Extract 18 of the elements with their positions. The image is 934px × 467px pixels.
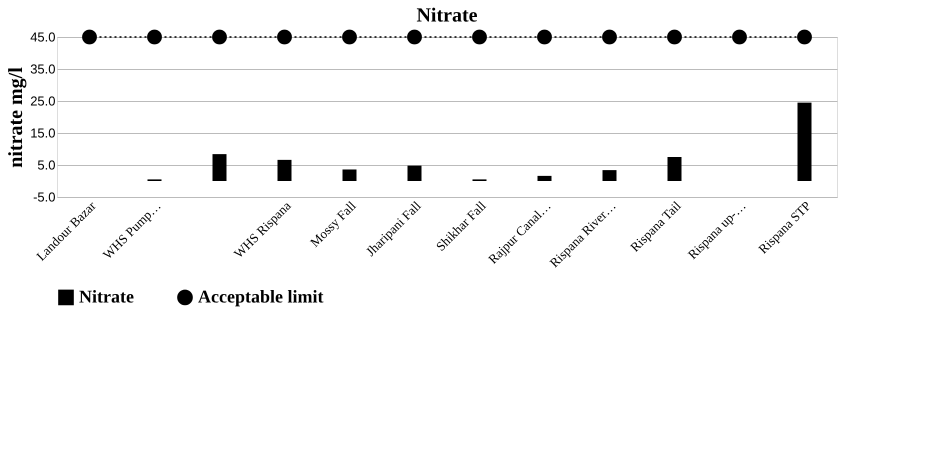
y-axis-title: nitrate mg/l: [5, 66, 28, 168]
bar: [408, 166, 422, 181]
chart-title: Nitrate: [416, 4, 478, 27]
legend-label: Nitrate: [79, 286, 134, 306]
y-tick-label: 15.0: [30, 126, 56, 140]
y-tick-label: 35.0: [30, 62, 56, 76]
y-tick-label: 25.0: [30, 94, 56, 108]
bar: [278, 160, 292, 181]
bar: [538, 176, 552, 181]
bar: [798, 102, 812, 181]
bar: [668, 157, 682, 181]
y-tick-label: 45.0: [30, 30, 56, 44]
y-tick-label: 5.0: [37, 158, 56, 172]
legend-label: Acceptable limit: [198, 286, 324, 306]
bar: [602, 170, 616, 181]
y-tick-label: -5.0: [33, 190, 56, 204]
bar: [342, 169, 356, 181]
bar: [212, 154, 226, 181]
